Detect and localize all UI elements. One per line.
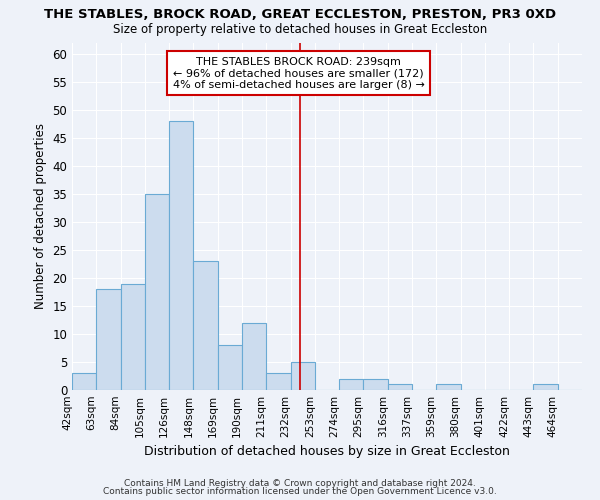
- Bar: [266, 373, 290, 390]
- Bar: [193, 261, 218, 390]
- Bar: [121, 284, 145, 390]
- Bar: [96, 289, 121, 390]
- Text: THE STABLES BROCK ROAD: 239sqm
← 96% of detached houses are smaller (172)
4% of : THE STABLES BROCK ROAD: 239sqm ← 96% of …: [173, 56, 425, 90]
- Bar: [242, 322, 266, 390]
- Text: Size of property relative to detached houses in Great Eccleston: Size of property relative to detached ho…: [113, 22, 487, 36]
- X-axis label: Distribution of detached houses by size in Great Eccleston: Distribution of detached houses by size …: [144, 446, 510, 458]
- Bar: [72, 373, 96, 390]
- Bar: [364, 379, 388, 390]
- Bar: [436, 384, 461, 390]
- Bar: [169, 121, 193, 390]
- Text: Contains public sector information licensed under the Open Government Licence v3: Contains public sector information licen…: [103, 487, 497, 496]
- Bar: [290, 362, 315, 390]
- Text: THE STABLES, BROCK ROAD, GREAT ECCLESTON, PRESTON, PR3 0XD: THE STABLES, BROCK ROAD, GREAT ECCLESTON…: [44, 8, 556, 20]
- Bar: [533, 384, 558, 390]
- Y-axis label: Number of detached properties: Number of detached properties: [34, 123, 47, 309]
- Text: Contains HM Land Registry data © Crown copyright and database right 2024.: Contains HM Land Registry data © Crown c…: [124, 478, 476, 488]
- Bar: [218, 345, 242, 390]
- Bar: [339, 379, 364, 390]
- Bar: [145, 194, 169, 390]
- Bar: [388, 384, 412, 390]
